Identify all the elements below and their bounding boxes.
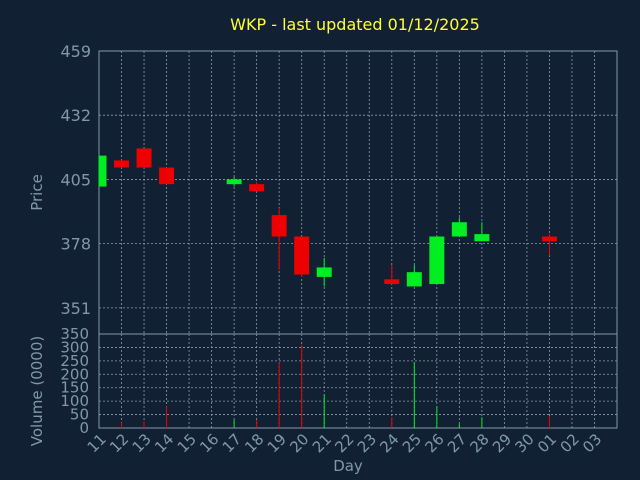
price-tick-label: 351 xyxy=(60,299,91,318)
x-axis-ticks: 1112131415161718192021222324252627282930… xyxy=(84,430,606,456)
candle-body xyxy=(429,236,445,285)
x-tick-label: 03 xyxy=(579,430,605,456)
price-panel xyxy=(98,50,618,335)
volume-tick-label: 50 xyxy=(70,406,89,424)
candle-body xyxy=(226,179,242,185)
candle-body xyxy=(474,234,490,242)
price-grid xyxy=(98,50,617,334)
volume-tick-label: 250 xyxy=(60,352,89,370)
volume-tick-label: 0 xyxy=(79,419,89,437)
candle-body xyxy=(294,236,310,275)
candle-body xyxy=(271,215,287,237)
volume-tick-label: 150 xyxy=(60,379,89,397)
volume-panel xyxy=(98,333,618,429)
candle-body xyxy=(249,184,265,192)
price-tick-label: 432 xyxy=(60,106,91,125)
candle-body xyxy=(99,155,107,187)
candle-body xyxy=(159,167,175,185)
candle-body xyxy=(316,267,332,277)
candle-body xyxy=(114,160,130,168)
volume-layer xyxy=(121,344,550,428)
candle-body xyxy=(384,279,400,285)
price-y-ticks: 351 378 405 432 459 xyxy=(60,42,91,318)
price-tick-label: 405 xyxy=(60,170,91,189)
price-axis-label: Price xyxy=(28,174,46,211)
volume-axis-label: Volume (0000) xyxy=(28,336,46,446)
candle-body xyxy=(451,222,467,237)
chart-title: WKP - last updated 01/12/2025 xyxy=(230,15,480,34)
volume-tick-label: 200 xyxy=(60,365,89,383)
candle-body xyxy=(136,148,152,168)
volume-tick-label: 300 xyxy=(60,338,89,356)
candle-body xyxy=(541,236,557,242)
volume-tick-label: 100 xyxy=(60,392,89,410)
price-tick-label: 378 xyxy=(60,235,91,254)
candle-body xyxy=(406,272,422,287)
volume-tick-label: 350 xyxy=(60,325,89,343)
candles-layer xyxy=(98,148,557,287)
price-tick-label: 459 xyxy=(60,42,91,61)
x-axis-label: Day xyxy=(333,457,363,475)
